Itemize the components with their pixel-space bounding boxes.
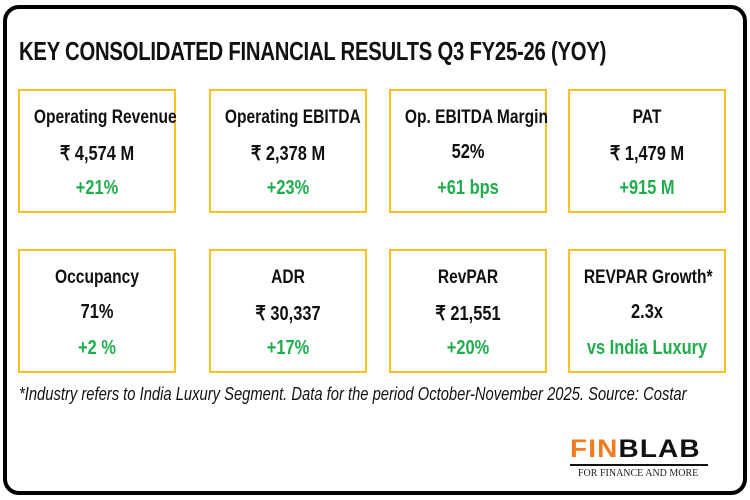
metric-card-revpar: RevPAR ₹ 21,551 +20% <box>389 249 547 373</box>
metric-change: +20% <box>446 337 490 359</box>
metric-value: ₹ 1,479 M <box>609 143 685 165</box>
metric-card-pat: PAT ₹ 1,479 M +915 M <box>568 89 726 213</box>
metric-label: RevPAR <box>437 267 499 288</box>
metric-change: +61 bps <box>437 177 499 199</box>
metric-value: ₹ 30,337 <box>255 303 321 325</box>
metric-label: PAT <box>632 107 662 128</box>
footnote: *Industry refers to India Luxury Segment… <box>19 384 687 404</box>
metric-label: Occupancy <box>55 267 139 288</box>
metric-change: +915 M <box>619 177 675 199</box>
metric-label: Operating Revenue <box>33 107 177 128</box>
logo-fin: FIN <box>570 435 619 463</box>
metric-change: vs India Luxury <box>586 337 708 359</box>
finblab-logo: FINBLAB FOR FINANCE AND MORE <box>570 436 710 479</box>
metric-card-adr: ADR ₹ 30,337 +17% <box>209 249 367 373</box>
metric-label: REVPAR Growth* <box>583 267 713 288</box>
logo-divider <box>570 464 708 466</box>
logo-wordmark: FINBLAB <box>570 436 727 462</box>
page-title: KEY CONSOLIDATED FINANCIAL RESULTS Q3 FY… <box>19 36 607 66</box>
metric-label: ADR <box>271 267 305 288</box>
metric-card-occupancy: Occupancy 71% +2 % <box>18 249 176 373</box>
metric-label: Op. EBITDA Margin <box>404 107 548 128</box>
metric-card-revpar-growth: REVPAR Growth* 2.3x vs India Luxury <box>568 249 726 373</box>
metric-card-ebitda-margin: Op. EBITDA Margin 52% +61 bps <box>389 89 548 213</box>
metric-card-operating-revenue: Operating Revenue ₹ 4,574 M +21% <box>18 89 177 213</box>
metric-value: ₹ 21,551 <box>435 303 501 325</box>
metric-change: +2 % <box>78 337 116 359</box>
metric-value: ₹ 4,574 M <box>59 143 135 165</box>
metric-value: 52% <box>451 141 485 163</box>
metric-label: Operating EBITDA <box>224 107 361 128</box>
metric-value: 2.3x <box>631 301 663 323</box>
metric-value: ₹ 2,378 M <box>250 143 326 165</box>
metric-value: 71% <box>80 301 114 323</box>
logo-blab: BLAB <box>618 435 701 463</box>
metric-change: +17% <box>266 337 310 359</box>
logo-tagline: FOR FINANCE AND MORE <box>578 468 699 479</box>
metric-card-operating-ebitda: Operating EBITDA ₹ 2,378 M +23% <box>209 89 367 213</box>
metric-change: +21% <box>75 177 119 199</box>
metric-change: +23% <box>266 177 310 199</box>
